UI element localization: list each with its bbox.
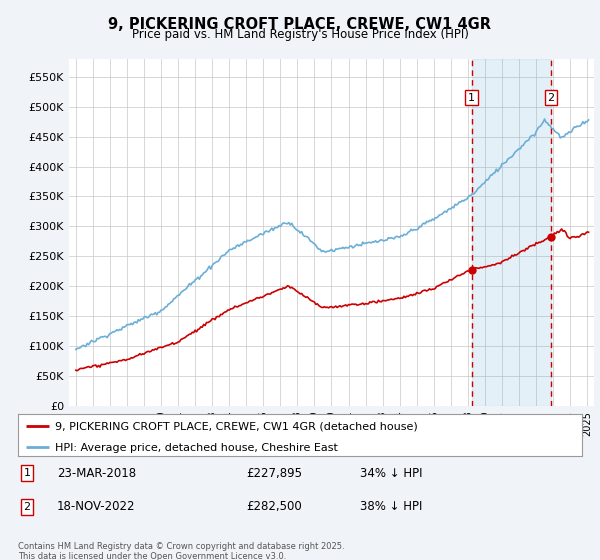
Text: 34% ↓ HPI: 34% ↓ HPI <box>360 466 422 480</box>
Text: 2: 2 <box>23 502 31 512</box>
Text: 1: 1 <box>468 93 475 102</box>
Text: HPI: Average price, detached house, Cheshire East: HPI: Average price, detached house, Ches… <box>55 442 338 452</box>
Text: Contains HM Land Registry data © Crown copyright and database right 2025.
This d: Contains HM Land Registry data © Crown c… <box>18 542 344 560</box>
Text: 23-MAR-2018: 23-MAR-2018 <box>57 466 136 480</box>
Text: 38% ↓ HPI: 38% ↓ HPI <box>360 500 422 514</box>
Text: 18-NOV-2022: 18-NOV-2022 <box>57 500 136 514</box>
Text: 9, PICKERING CROFT PLACE, CREWE, CW1 4GR (detached house): 9, PICKERING CROFT PLACE, CREWE, CW1 4GR… <box>55 421 418 431</box>
Text: 2: 2 <box>547 93 554 102</box>
Text: 9, PICKERING CROFT PLACE, CREWE, CW1 4GR: 9, PICKERING CROFT PLACE, CREWE, CW1 4GR <box>109 17 491 32</box>
Text: £227,895: £227,895 <box>246 466 302 480</box>
Text: 1: 1 <box>23 468 31 478</box>
Bar <box>472 59 551 406</box>
Text: £282,500: £282,500 <box>246 500 302 514</box>
Text: Price paid vs. HM Land Registry's House Price Index (HPI): Price paid vs. HM Land Registry's House … <box>131 28 469 41</box>
